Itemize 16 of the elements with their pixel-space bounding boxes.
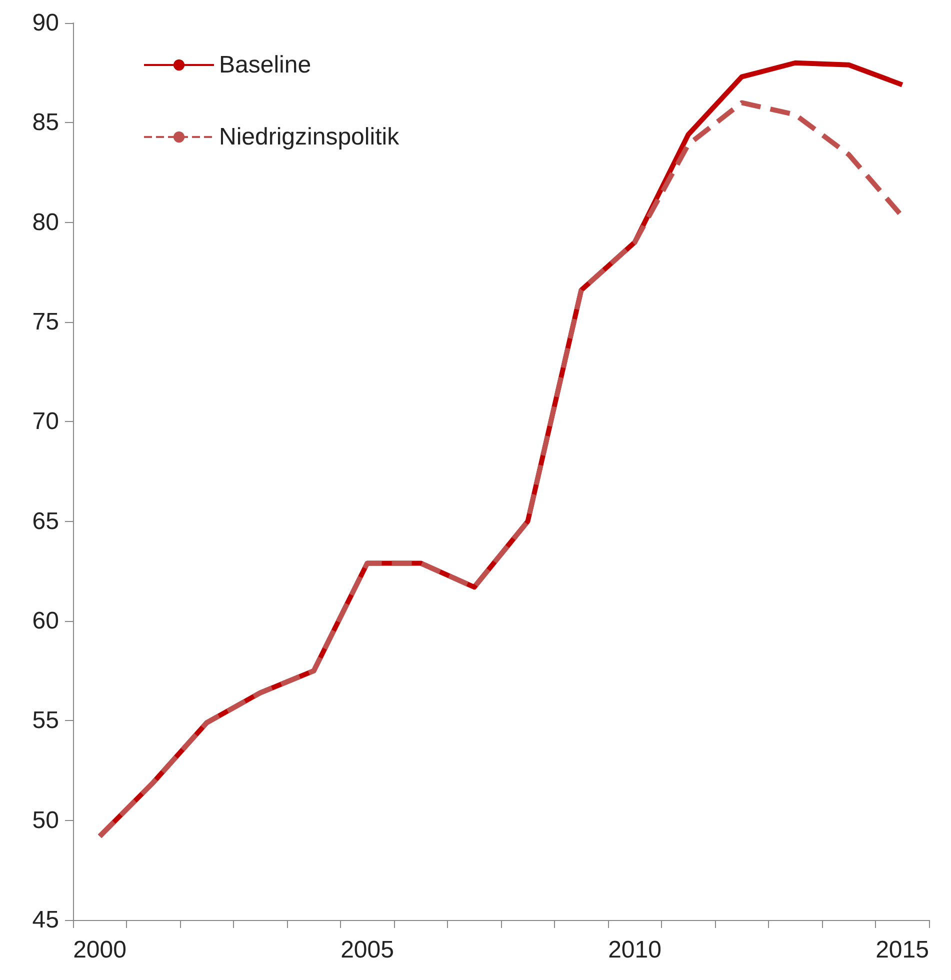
y-tick-label: 75	[32, 308, 59, 336]
y-tick-label: 90	[32, 10, 59, 36]
x-tick-label: 2000	[73, 936, 126, 964]
x-tick-label: 2010	[608, 936, 662, 964]
y-tick-label: 80	[32, 208, 59, 236]
y-tick-label: 55	[32, 707, 59, 734]
x-tick-label: 2015	[876, 936, 929, 964]
y-tick-label: 65	[32, 508, 59, 535]
y-tick-label: 45	[32, 906, 59, 934]
y-tick-label: 70	[32, 408, 59, 436]
legend-label: Baseline	[219, 52, 312, 78]
y-tick-label: 85	[32, 109, 59, 136]
x-tick-label: 2005	[340, 936, 394, 964]
legend-label: Niedrigzinspolitik	[219, 124, 400, 150]
y-tick-label: 60	[32, 608, 59, 634]
y-tick-label: 50	[32, 806, 59, 834]
